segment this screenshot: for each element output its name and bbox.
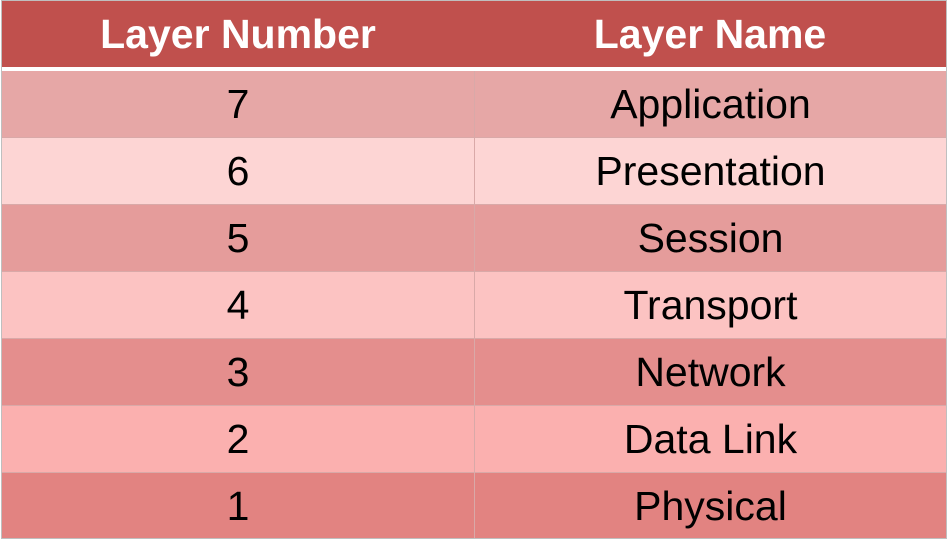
layer-number-cell: 6: [2, 138, 475, 204]
table-row: 5 Session: [2, 205, 946, 272]
table-row: 1 Physical: [2, 473, 946, 538]
table-row: 7 Application: [2, 71, 946, 138]
table-row: 2 Data Link: [2, 406, 946, 473]
table-row: 6 Presentation: [2, 138, 946, 205]
layer-number-cell: 3: [2, 339, 475, 405]
table-header-row: Layer Number Layer Name: [2, 1, 946, 71]
layer-name-cell: Application: [610, 80, 811, 127]
layer-number-cell: 1: [2, 473, 475, 538]
layer-name-cell: Network: [635, 348, 786, 395]
table-row: 4 Transport: [2, 272, 946, 339]
table-row: 3 Network: [2, 339, 946, 406]
layer-name-cell: Session: [637, 214, 784, 261]
layer-number-cell: 7: [2, 71, 475, 137]
header-layer-name: Layer Name: [593, 10, 827, 57]
layer-name-cell: Physical: [634, 483, 787, 529]
layer-number-cell: 2: [2, 406, 475, 472]
header-layer-number: Layer Number: [100, 10, 376, 57]
layer-name-cell: Data Link: [623, 415, 798, 462]
layer-name-cell: Transport: [623, 281, 798, 328]
layer-number-cell: 5: [2, 205, 475, 271]
layer-number-cell: 4: [2, 272, 475, 338]
layer-name-cell: Presentation: [595, 147, 826, 194]
